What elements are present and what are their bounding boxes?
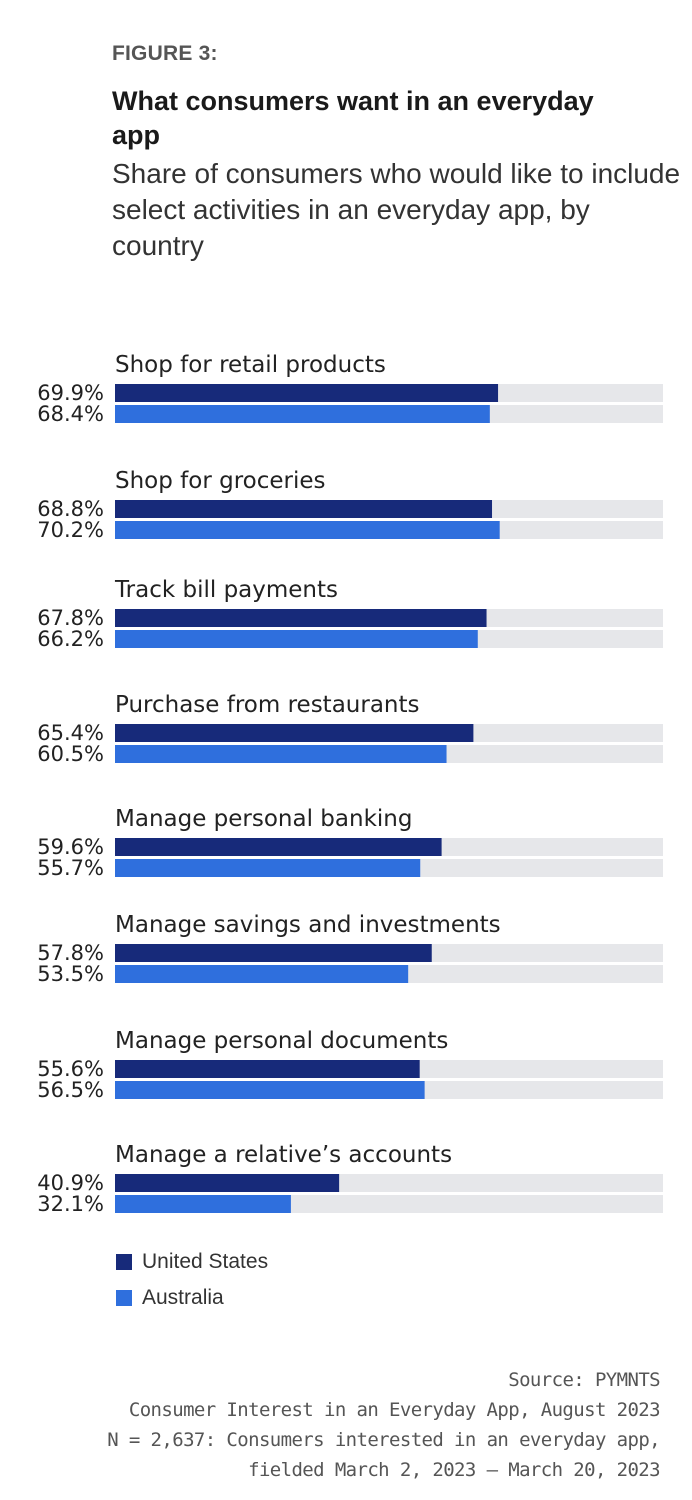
category-label: Track bill payments — [114, 577, 338, 603]
data-label: 60.5% — [37, 742, 104, 766]
data-label: 57.8% — [37, 941, 104, 965]
category-label: Manage savings and investments — [115, 912, 501, 938]
category-label: Manage a relative’s accounts — [115, 1142, 452, 1168]
source-line: N = 2,637: Consumers interested in an ev… — [107, 1429, 660, 1451]
bar-united-states — [115, 500, 493, 518]
source-line: fielded March 2, 2023 – March 20, 2023 — [248, 1459, 660, 1481]
legend-label-united-states: United States — [142, 1250, 269, 1273]
category-label: Manage personal banking — [115, 806, 412, 832]
legend-item-australia: Australia — [116, 1280, 268, 1316]
legend: United States Australia — [116, 1244, 268, 1316]
data-label: 65.4% — [37, 721, 104, 745]
data-label: 59.6% — [37, 835, 104, 859]
legend-swatch-united-states — [116, 1254, 132, 1270]
bar-united-states — [115, 1174, 340, 1192]
bar-australia — [115, 630, 478, 648]
data-label: 68.4% — [37, 402, 104, 426]
chart-title: What consumers want in an everyday app — [112, 86, 594, 150]
data-label: 56.5% — [37, 1078, 104, 1102]
bar-united-states — [115, 609, 487, 627]
chart-subtitle: Share of consumers who would like to inc… — [112, 158, 681, 261]
source-line: Consumer Interest in an Everyday App, Au… — [128, 1399, 661, 1421]
bar-australia — [115, 859, 421, 877]
data-label: 69.9% — [37, 381, 104, 405]
bar-united-states — [115, 944, 432, 962]
bar-chart: Shop for retail products 69.9%68.4% Shop f… — [37, 352, 663, 1216]
bar-australia — [115, 745, 447, 763]
bar-australia — [115, 521, 500, 539]
data-label: 32.1% — [37, 1192, 104, 1216]
bar-united-states — [115, 384, 499, 402]
category-label: Manage personal documents — [115, 1028, 448, 1054]
legend-label-australia: Australia — [142, 1286, 224, 1309]
source-line: Source: PYMNTS — [508, 1369, 660, 1391]
figure-label: FIGURE 3: — [112, 42, 218, 65]
source-note: Source: PYMNTS Consumer Interest in an E… — [107, 1365, 660, 1485]
category-label: Purchase from restaurants — [115, 692, 420, 718]
data-label: 68.8% — [37, 497, 104, 521]
data-label: 40.9% — [37, 1171, 104, 1195]
bar-united-states — [115, 838, 442, 856]
bar-australia — [115, 1195, 291, 1213]
bar-australia — [115, 405, 490, 423]
legend-item-united-states: United States — [116, 1244, 268, 1280]
bar-united-states — [115, 724, 474, 742]
bar-australia — [115, 1081, 425, 1099]
category-label: Shop for groceries — [115, 468, 326, 494]
data-label: 67.8% — [37, 606, 104, 630]
data-label: 55.7% — [37, 856, 104, 880]
category-label: Shop for retail products — [115, 352, 386, 378]
data-label: 70.2% — [37, 518, 104, 542]
data-label: 53.5% — [37, 962, 104, 986]
data-label: 55.6% — [37, 1057, 104, 1081]
bar-australia — [115, 965, 409, 983]
bar-united-states — [115, 1060, 420, 1078]
data-label: 66.2% — [37, 627, 104, 651]
legend-swatch-australia — [116, 1290, 132, 1306]
